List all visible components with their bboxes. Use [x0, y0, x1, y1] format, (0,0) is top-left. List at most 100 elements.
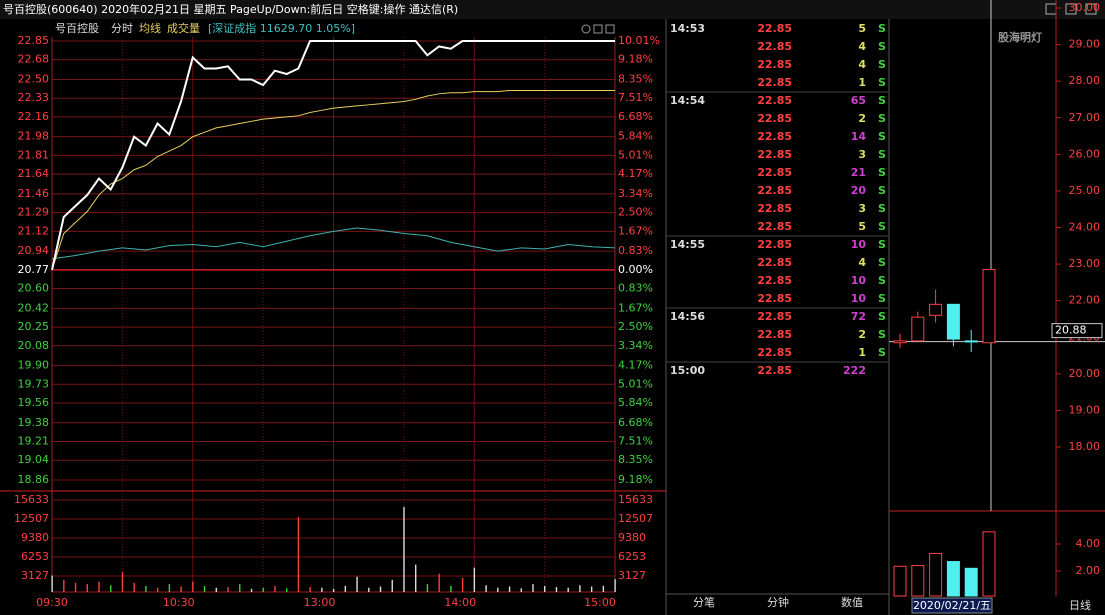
y-tick-label: 18.86 — [18, 473, 50, 486]
y-tick-label: 30.00 — [1069, 1, 1101, 14]
maximize[interactable] — [1065, 3, 1077, 15]
pct-label: 0.83% — [618, 244, 653, 257]
header-label: 均线 — [139, 21, 161, 35]
y-tick-label: 21.98 — [18, 130, 50, 143]
title-text: 号百控股(600640) 2020年02月21日 星期五 PageUp/Down… — [3, 2, 458, 16]
pct-label: 2.50% — [618, 320, 653, 333]
watermark: 股海明灯 — [998, 30, 1042, 44]
tick-flag: S — [878, 166, 886, 179]
tick-price: 22.85 — [757, 364, 792, 377]
volume-bar — [86, 584, 88, 592]
tick-price: 22.85 — [757, 220, 792, 233]
tick-volume: 3 — [858, 202, 866, 215]
pct-label: 5.01% — [618, 148, 653, 161]
volume-bar — [239, 584, 241, 592]
pct-label: 5.84% — [618, 396, 653, 409]
tick-volume: 5 — [858, 220, 866, 233]
title-bar — [0, 0, 1105, 19]
pct-label: 8.35% — [618, 73, 653, 86]
tick-flag: S — [878, 148, 886, 161]
period-label[interactable]: 日线 — [1069, 598, 1091, 612]
volume-bar — [51, 575, 53, 592]
y-tick-label: 6253 — [21, 550, 49, 563]
y-tick-label: 9380 — [21, 531, 49, 544]
tick-time: 14:55 — [670, 238, 705, 251]
y-tick-label: 20.25 — [18, 320, 50, 333]
tick-flag: S — [878, 112, 886, 125]
pct-label: 10.01% — [618, 34, 660, 47]
tick-flag: S — [878, 256, 886, 269]
volume-bar — [485, 585, 487, 592]
tick-volume: 2 — [858, 112, 866, 125]
volume-bar — [438, 573, 440, 592]
tick-price: 22.85 — [757, 256, 792, 269]
tick-volume: 10 — [851, 274, 867, 287]
volume-bar — [567, 587, 569, 592]
volume-bar — [602, 585, 605, 592]
y-tick-label: 6253 — [618, 550, 646, 563]
tick-flag: S — [878, 94, 886, 107]
x-tick-label: 10:30 — [163, 596, 195, 609]
tick-price: 22.85 — [757, 166, 792, 179]
volume-bar — [929, 552, 943, 597]
tick-price: 22.85 — [757, 22, 792, 35]
y-tick-label: 12507 — [14, 512, 49, 525]
x-tick-label: 13:00 — [304, 596, 336, 609]
y-tick-label: 15633 — [618, 493, 653, 506]
y-tick-label: 19.38 — [18, 416, 50, 429]
pct-label: 0.83% — [618, 282, 653, 295]
volume-bar — [297, 517, 300, 592]
y-tick-label: 22.68 — [18, 53, 50, 66]
y-tick-label: 27.00 — [1069, 111, 1101, 124]
y-tick-label: 24.00 — [1069, 221, 1101, 234]
tick-flag: S — [878, 220, 886, 233]
y-tick-label: 19.04 — [18, 453, 50, 466]
volume-bar — [285, 588, 288, 592]
volume-bar — [168, 584, 171, 592]
control[interactable] — [605, 24, 615, 34]
volume-bar — [893, 565, 907, 597]
date-label: 2020/02/21/五 — [913, 599, 991, 612]
tick-volume: 5 — [858, 22, 866, 35]
avg-line — [51, 90, 615, 271]
x-tick-label: 15:00 — [584, 596, 616, 609]
tab[interactable]: 分笔 — [693, 595, 715, 609]
volume-bar — [121, 571, 124, 592]
close[interactable] — [1085, 3, 1097, 15]
tick-volume: 20 — [851, 184, 867, 197]
pct-label: 5.01% — [618, 377, 653, 390]
volume-bar — [579, 585, 581, 592]
tick-price: 22.85 — [757, 112, 792, 125]
y-tick-label: 21.29 — [18, 206, 50, 219]
tab[interactable]: 数值 — [841, 596, 863, 609]
y-tick-label: 21.46 — [18, 187, 50, 200]
volume-bar — [356, 576, 358, 592]
volume-bar — [274, 585, 276, 592]
y-tick-label: 21.81 — [18, 148, 50, 161]
volume-bar — [74, 582, 77, 592]
control[interactable] — [581, 24, 591, 34]
candle-body — [946, 303, 960, 340]
pct-label: 0.00% — [618, 263, 653, 276]
y-tick-label: 3127 — [21, 569, 49, 582]
tick-price: 22.85 — [757, 40, 792, 53]
y-tick-label: 19.00 — [1069, 403, 1101, 416]
tick-volume: 3 — [858, 148, 866, 161]
chart-controls[interactable] — [581, 24, 615, 34]
tab[interactable]: 分钟 — [767, 595, 789, 609]
pct-label: 1.67% — [618, 224, 653, 237]
tick-price: 22.85 — [757, 94, 792, 107]
y-tick-label: 21.64 — [18, 167, 50, 180]
tick-price: 22.85 — [757, 76, 792, 89]
y-tick-label: 19.90 — [18, 359, 50, 372]
y-tick-label: 23.00 — [1069, 257, 1101, 270]
y-tick-label: 22.00 — [1069, 294, 1101, 307]
volume-bar — [332, 588, 335, 592]
control[interactable] — [593, 24, 603, 34]
volume-bar — [614, 579, 616, 592]
tick-volume: 21 — [851, 166, 866, 179]
y-tick-label: 15633 — [14, 493, 49, 506]
volume-bar — [145, 585, 147, 592]
index-line — [51, 227, 616, 260]
